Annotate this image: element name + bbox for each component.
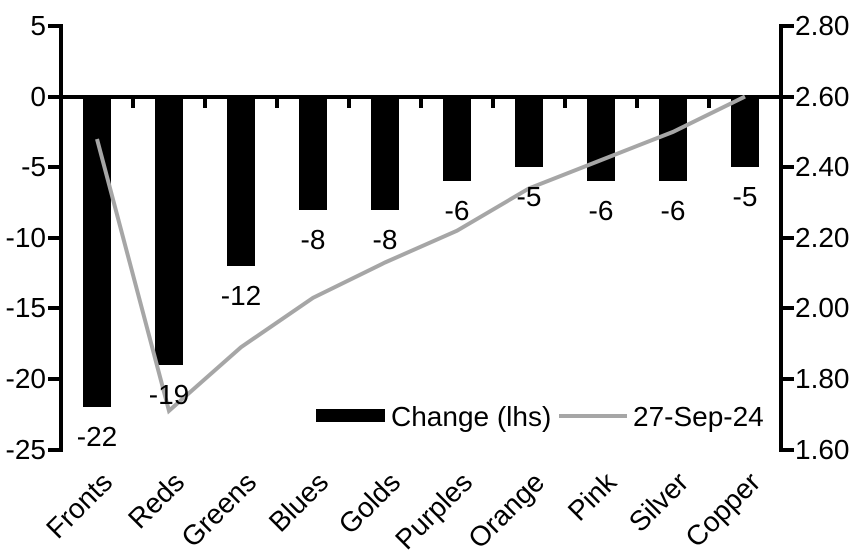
right-axis-tick	[781, 24, 794, 28]
right-axis-tick	[781, 377, 794, 381]
bar-value-label: -5	[732, 181, 758, 213]
bar-value-label: -19	[148, 378, 190, 410]
left-axis-tick-label: -10	[5, 221, 46, 253]
bar-value-label: -6	[660, 195, 686, 227]
left-axis-tick-label: 5	[30, 10, 46, 41]
bar-value-label: -8	[300, 223, 326, 255]
bar-change	[299, 95, 327, 210]
right-axis-tick	[781, 165, 794, 170]
left-axis-tick	[48, 306, 61, 311]
bar-value-label: -12	[220, 280, 262, 312]
left-axis-tick-label: -25	[5, 433, 46, 465]
right-axis-tick-label: 2.20	[795, 221, 850, 253]
x-axis-tick	[203, 98, 207, 108]
left-axis-tick-label: -20	[5, 363, 46, 394]
left-axis-tick-label: -5	[21, 151, 46, 183]
bar-change	[155, 95, 183, 365]
right-axis-tick-label: 2.80	[795, 10, 850, 41]
bar-change	[587, 95, 615, 182]
legend-bar-swatch	[316, 409, 385, 422]
left-axis-tick	[48, 165, 61, 170]
bar-value-label: -6	[588, 195, 614, 227]
x-axis-tick	[275, 98, 279, 108]
bar-value-label: -6	[444, 195, 470, 227]
bar-change	[371, 95, 399, 210]
legend-line-swatch	[559, 414, 627, 418]
right-axis-tick-label: 2.60	[795, 80, 850, 112]
right-axis-tick-label: 2.00	[795, 292, 850, 324]
x-axis-tick	[707, 98, 711, 108]
legend-label-change: Change (lhs)	[391, 401, 552, 432]
right-axis-tick	[781, 94, 794, 99]
left-axis-tick-label: 0	[30, 80, 46, 112]
right-axis-tick	[781, 235, 794, 240]
bar-change	[515, 95, 543, 168]
right-axis-tick-label: 1.80	[795, 363, 850, 394]
x-axis-tick	[491, 98, 495, 108]
right-axis-tick	[781, 447, 794, 452]
left-axis-tick	[48, 235, 61, 240]
bar-value-label: -5	[516, 181, 542, 213]
bar-change	[83, 95, 111, 408]
left-axis-tick	[48, 447, 61, 452]
right-axis-tick-label: 1.60	[795, 433, 850, 465]
left-axis-tick-label: -15	[5, 292, 46, 324]
bar-change	[659, 95, 687, 182]
bar-change	[443, 95, 471, 182]
left-axis-tick	[48, 24, 61, 28]
left-axis-tick	[48, 377, 61, 381]
x-axis-tick	[131, 98, 135, 108]
x-axis-tick	[635, 98, 639, 108]
bar-value-label: -22	[76, 421, 118, 453]
x-axis-tick	[563, 98, 567, 108]
bar-change	[731, 95, 759, 168]
left-axis-tick	[48, 94, 61, 99]
bar-change	[227, 95, 255, 267]
legend-label-date: 27-Sep-24	[633, 401, 764, 432]
x-axis-tick	[419, 98, 423, 108]
x-axis-tick	[347, 98, 351, 108]
left-axis-line	[59, 24, 63, 452]
right-axis-tick-label: 2.40	[795, 151, 850, 183]
bar-value-label: -8	[372, 223, 398, 255]
right-axis-tick	[781, 306, 794, 311]
